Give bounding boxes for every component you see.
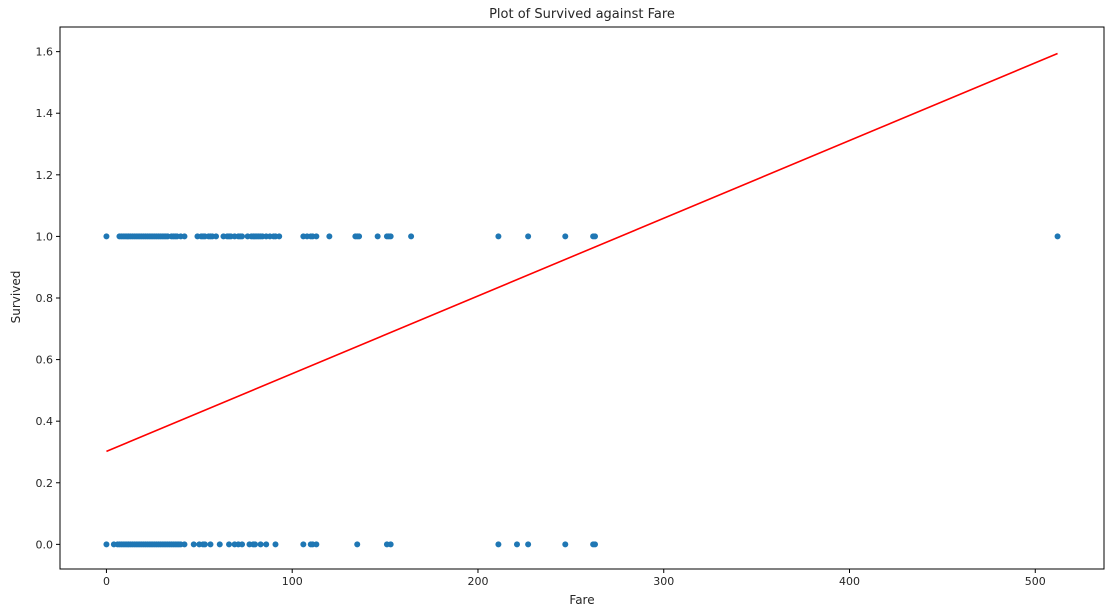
data-point bbox=[201, 541, 208, 548]
data-point bbox=[257, 541, 264, 548]
y-tick-label: 1.2 bbox=[36, 169, 54, 182]
data-point bbox=[326, 233, 333, 240]
regression-line bbox=[106, 52, 1058, 453]
data-point bbox=[562, 233, 569, 240]
y-tick-label: 0.8 bbox=[36, 292, 54, 305]
data-point bbox=[374, 233, 381, 240]
x-tick-label: 0 bbox=[103, 575, 110, 588]
data-point bbox=[181, 233, 188, 240]
x-axis-label: Fare bbox=[569, 593, 594, 607]
data-point bbox=[356, 233, 363, 240]
chart-title: Plot of Survived against Fare bbox=[489, 7, 675, 22]
data-point bbox=[354, 541, 361, 548]
data-point bbox=[495, 233, 502, 240]
data-point bbox=[263, 541, 270, 548]
data-point bbox=[592, 233, 599, 240]
y-tick-label: 0.4 bbox=[36, 415, 54, 428]
data-point bbox=[207, 541, 214, 548]
y-tick-label: 0.2 bbox=[36, 477, 54, 490]
y-tick-label: 0.0 bbox=[36, 538, 54, 551]
plot-frame bbox=[59, 26, 1105, 570]
data-point bbox=[239, 541, 246, 548]
y-axis-label: Survived bbox=[9, 271, 23, 324]
y-tick-label: 1.6 bbox=[36, 46, 54, 59]
data-point bbox=[272, 541, 279, 548]
data-point bbox=[216, 541, 223, 548]
y-tick-label: 1.4 bbox=[36, 107, 54, 120]
data-point bbox=[313, 233, 320, 240]
data-point bbox=[387, 233, 394, 240]
x-tick-label: 500 bbox=[1025, 575, 1046, 588]
data-point bbox=[103, 541, 110, 548]
data-point bbox=[103, 233, 110, 240]
plot-area: 0 100 200 300 400 500 0.0 0.2 0.4 0.6 0.8 1.0 1.2 1.4… bbox=[36, 26, 1105, 588]
data-point bbox=[313, 541, 320, 548]
x-tick-label: 200 bbox=[467, 575, 488, 588]
data-point bbox=[525, 541, 532, 548]
data-point bbox=[300, 541, 307, 548]
data-point bbox=[513, 541, 520, 548]
y-tick-label: 0.6 bbox=[36, 354, 54, 367]
data-point bbox=[592, 541, 599, 548]
x-tick-label: 100 bbox=[282, 575, 303, 588]
data-point bbox=[408, 233, 415, 240]
x-tick-label: 300 bbox=[653, 575, 674, 588]
x-tick-label: 400 bbox=[839, 575, 860, 588]
y-tick-label: 1.0 bbox=[36, 230, 54, 243]
data-point bbox=[181, 541, 188, 548]
data-point bbox=[276, 233, 283, 240]
data-point bbox=[190, 541, 197, 548]
data-point bbox=[1054, 233, 1061, 240]
data-point bbox=[213, 233, 220, 240]
data-point bbox=[252, 541, 259, 548]
data-point bbox=[525, 233, 532, 240]
data-point bbox=[226, 541, 233, 548]
data-point bbox=[239, 233, 246, 240]
data-point bbox=[387, 541, 394, 548]
data-point bbox=[562, 541, 569, 548]
data-point bbox=[495, 541, 502, 548]
